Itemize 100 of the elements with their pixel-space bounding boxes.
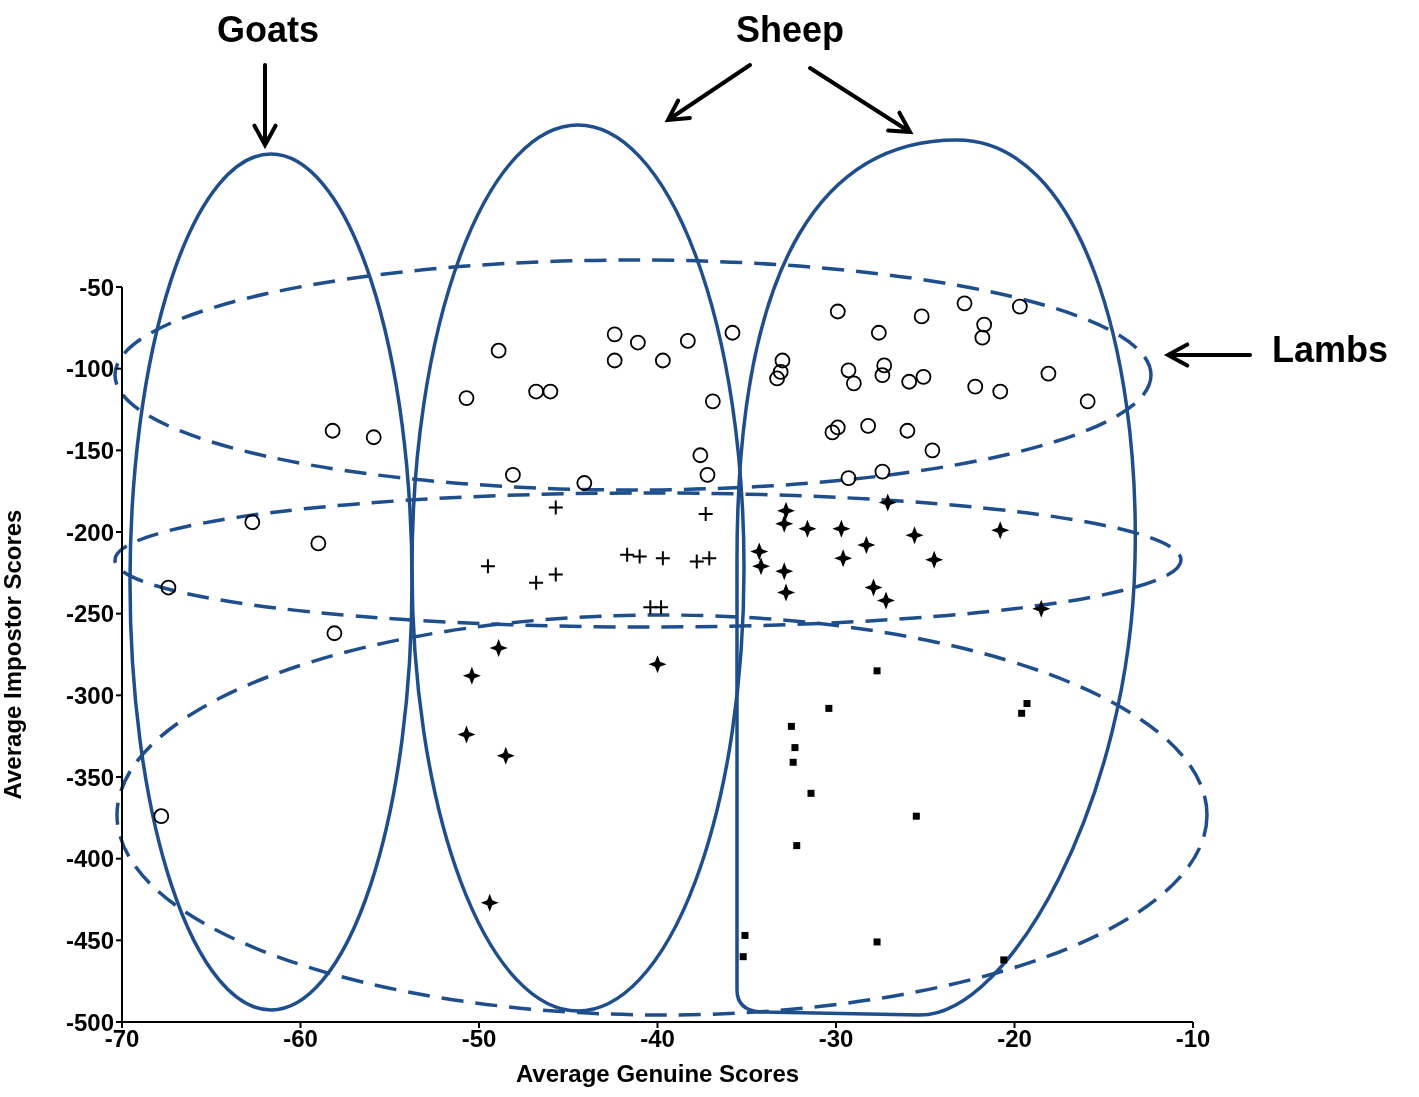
point (457, 725, 476, 744)
point (874, 463, 891, 480)
point (824, 424, 841, 441)
point (829, 419, 846, 436)
point (576, 475, 593, 491)
point (976, 316, 993, 333)
point (845, 375, 862, 392)
y-tick-label: -250 (65, 600, 114, 628)
point (692, 447, 709, 464)
y-tick-label: -150 (65, 436, 114, 464)
point (1011, 298, 1028, 315)
point (924, 442, 941, 459)
point (547, 499, 564, 516)
point (791, 744, 799, 752)
point (505, 466, 521, 483)
point (840, 362, 857, 379)
point (829, 303, 846, 320)
point (1079, 393, 1096, 410)
point (1018, 709, 1026, 717)
y-tick-label: -200 (65, 518, 114, 546)
point (244, 514, 261, 531)
point (324, 422, 341, 439)
x-tick-label: -50 (461, 1025, 497, 1053)
point (857, 536, 876, 555)
point (789, 758, 797, 766)
point (905, 526, 924, 545)
y-tick-label: -350 (65, 763, 114, 791)
point (956, 295, 973, 312)
point (547, 566, 564, 583)
point (462, 666, 481, 685)
point (310, 535, 327, 552)
y-tick-label: -400 (65, 845, 114, 873)
point (631, 548, 648, 565)
point (807, 789, 815, 797)
point (840, 470, 857, 486)
point (480, 893, 499, 912)
point (874, 367, 891, 384)
point (1023, 700, 1031, 707)
point (606, 352, 623, 369)
point (741, 931, 749, 939)
point (864, 578, 883, 597)
point (1032, 599, 1051, 618)
point (777, 501, 796, 520)
x-tick-label: -30 (818, 1025, 854, 1053)
point (528, 383, 545, 400)
point (490, 342, 507, 359)
point (769, 370, 785, 387)
point (752, 557, 771, 576)
point (153, 808, 170, 825)
point (876, 591, 895, 610)
x-axis-title: Average Genuine Scores (515, 1060, 800, 1087)
point (777, 583, 796, 602)
point (1040, 365, 1057, 382)
point (750, 542, 769, 561)
point (793, 842, 801, 850)
point (365, 429, 382, 446)
point (648, 655, 667, 674)
point (739, 953, 747, 961)
point (899, 422, 916, 439)
point (688, 553, 705, 570)
point (542, 383, 559, 400)
point (160, 579, 177, 596)
point (679, 333, 696, 349)
point (479, 558, 496, 575)
y-tick-label: -100 (65, 355, 114, 383)
point (834, 549, 853, 568)
point (825, 704, 833, 712)
point (992, 383, 1009, 400)
point (774, 352, 791, 369)
point (724, 324, 741, 341)
x-tick-label: -10 (1175, 1025, 1211, 1053)
point (974, 329, 991, 346)
point (860, 417, 877, 434)
point (775, 562, 794, 581)
point (991, 521, 1010, 540)
point (798, 519, 817, 538)
point (876, 357, 893, 374)
point (873, 667, 881, 675)
point (925, 550, 944, 569)
point (619, 546, 636, 563)
point (489, 638, 508, 657)
x-tick-label: -20 (997, 1025, 1032, 1053)
point (915, 368, 932, 385)
x-tick-label: -40 (640, 1025, 675, 1053)
point (699, 466, 716, 483)
point (629, 334, 646, 351)
text: Lambs (1272, 329, 1389, 370)
point (606, 326, 623, 343)
point (654, 352, 671, 369)
point (912, 812, 920, 820)
y-tick-label: -50 (79, 273, 114, 301)
point (967, 378, 984, 395)
point (772, 364, 789, 380)
point (326, 625, 343, 642)
x-tick-label: -60 (283, 1025, 318, 1053)
point (701, 550, 718, 567)
y-tick-label: -300 (65, 681, 114, 709)
point (458, 390, 475, 406)
point (873, 938, 881, 946)
point (528, 574, 545, 591)
